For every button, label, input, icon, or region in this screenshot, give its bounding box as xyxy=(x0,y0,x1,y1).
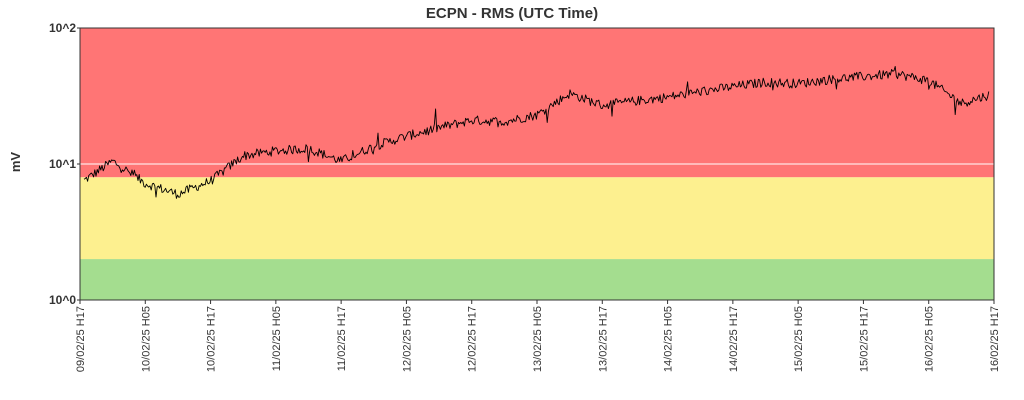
x-axis-ticks: 09/02/25 H17 10/02/25 H05 10/02/25 H17 11/0… xyxy=(75,300,1001,372)
x-tick-label: 12/02/25 H05 xyxy=(401,306,413,372)
x-tick-label: 14/02/25 H05 xyxy=(663,306,675,372)
x-tick-label: 12/02/25 H17 xyxy=(467,306,479,372)
x-tick-label: 09/02/25 H17 xyxy=(75,306,87,372)
x-tick-label: 11/02/25 H05 xyxy=(271,306,283,371)
band-yellow xyxy=(80,177,994,260)
x-tick-label: 16/02/25 H05 xyxy=(924,306,936,372)
band-red xyxy=(80,28,994,178)
band-green xyxy=(80,259,994,300)
x-tick-label: 15/02/25 H17 xyxy=(858,306,870,372)
x-tick-label: 11/02/25 H17 xyxy=(336,306,348,371)
x-tick-label: 13/02/25 H17 xyxy=(597,306,609,372)
y-axis-label: mV xyxy=(8,152,23,173)
y-tick-label: 10^2 xyxy=(49,21,76,35)
y-tick-label: 10^1 xyxy=(49,157,76,171)
series-line xyxy=(83,65,990,199)
x-tick-label: 14/02/25 H17 xyxy=(728,306,740,372)
x-tick-label: 10/02/25 H05 xyxy=(140,306,152,372)
y-axis-ticks: 10^0 10^1 10^2 xyxy=(49,21,80,307)
y-tick-label: 10^0 xyxy=(49,293,76,307)
x-tick-label: 10/02/25 H17 xyxy=(206,306,218,372)
x-tick-label: 15/02/25 H05 xyxy=(793,306,805,372)
chart-title: ECPN - RMS (UTC Time) xyxy=(426,5,598,22)
threshold-bands xyxy=(80,28,994,300)
x-tick-label: 16/02/25 H17 xyxy=(989,306,1001,372)
x-tick-label: 13/02/25 H05 xyxy=(532,306,544,372)
